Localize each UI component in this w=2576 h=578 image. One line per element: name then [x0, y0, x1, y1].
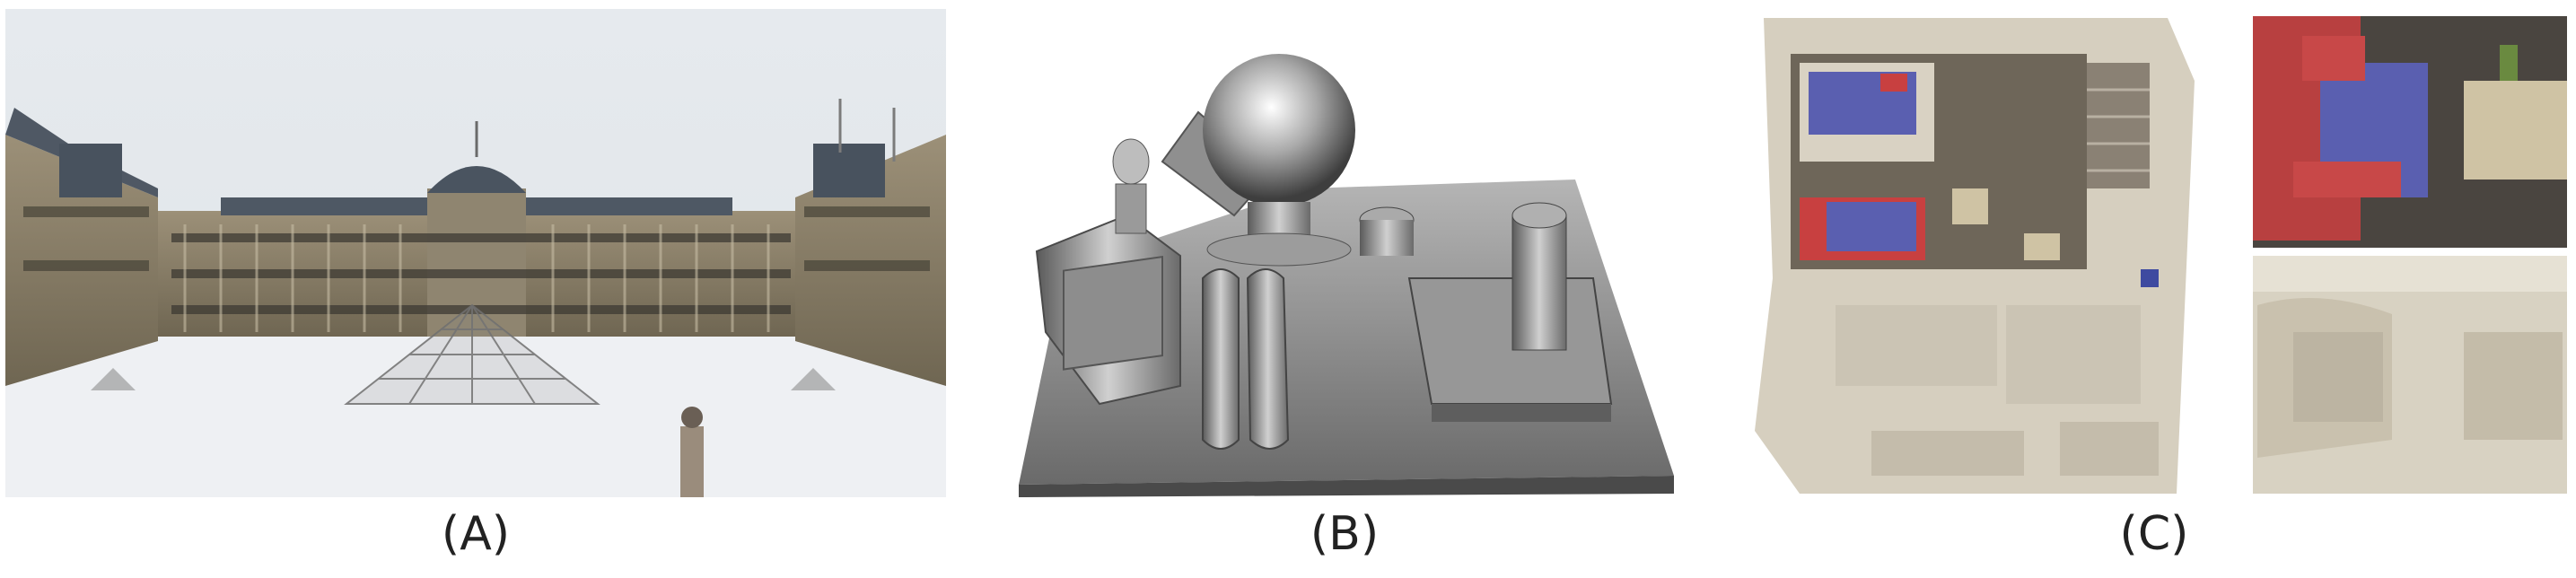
sofa-photo [2253, 16, 2567, 248]
sofa-mesh-render [2253, 256, 2567, 494]
panel-c-label: (C) [2119, 507, 2189, 561]
louvre-image [5, 9, 946, 497]
panel-a-louvre-reconstruction [5, 9, 946, 497]
panel-c-indoor-reconstruction [1746, 9, 2567, 497]
panel-a-label: (A) [441, 507, 511, 561]
floor-plan [1755, 18, 2195, 494]
indoor-image [1746, 9, 2567, 497]
panel-b-label: (B) [1310, 507, 1380, 561]
mesh-image [1010, 9, 1679, 497]
panel-b-object-mesh [1010, 9, 1679, 497]
